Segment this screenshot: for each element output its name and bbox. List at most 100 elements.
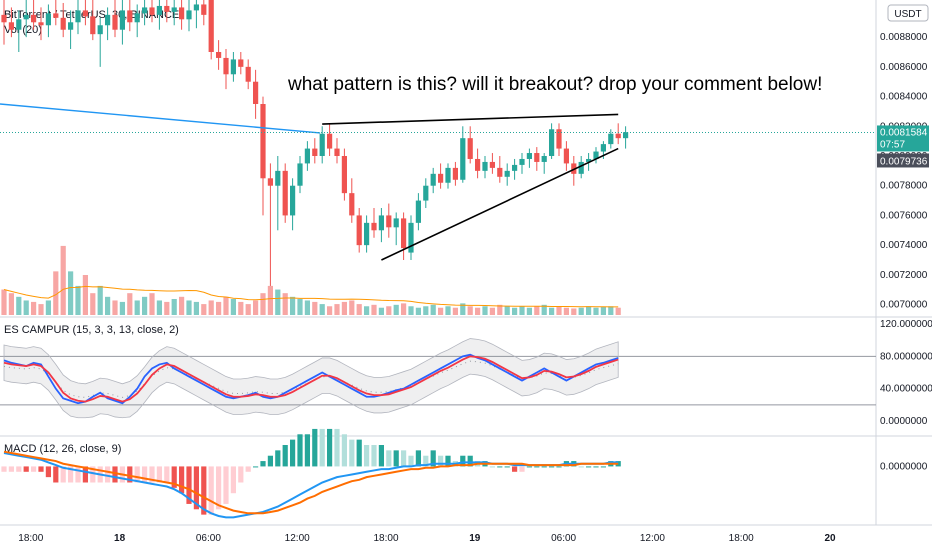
macd-histogram-bar	[378, 445, 384, 467]
price-tick-label: 0.0076000	[880, 210, 928, 221]
candle-body	[97, 25, 103, 35]
volume-bar	[238, 301, 244, 315]
macd-histogram-bar	[327, 428, 333, 467]
time-tick-label: 06:00	[196, 533, 221, 544]
volume-bar	[341, 301, 347, 315]
volume-bar	[156, 300, 162, 315]
candle-body	[45, 13, 51, 26]
candle-body	[260, 104, 266, 179]
price-pane	[0, 0, 876, 305]
macd-histogram-bar	[105, 466, 111, 483]
candle-body	[208, 0, 214, 52]
volume-bar	[149, 293, 155, 315]
candle-body	[164, 5, 170, 12]
volume-bar	[386, 306, 392, 315]
macd-histogram-bar	[53, 466, 59, 483]
wedge-lower-line	[381, 147, 619, 261]
macd-histogram-bar	[208, 466, 214, 515]
macd-histogram-bar	[430, 450, 436, 467]
candle-body	[356, 215, 362, 246]
macd-histogram-bar	[349, 439, 355, 467]
volume-bar	[119, 301, 125, 315]
volume-bar	[608, 306, 614, 315]
volume-bar	[304, 300, 310, 315]
candle-body	[497, 167, 503, 177]
candle-body	[156, 5, 162, 15]
macd-histogram-bar	[156, 466, 162, 483]
macd-histogram-bar	[504, 466, 510, 468]
candle-body	[415, 200, 421, 223]
macd-histogram-bar	[282, 445, 288, 467]
candle-body	[534, 153, 540, 162]
macd-histogram-bar	[1, 466, 7, 472]
macd-histogram-bar	[45, 466, 51, 478]
macd-histogram-bar	[38, 466, 44, 472]
price-axis: 0.00880000.00860000.00840000.00820000.00…	[880, 32, 932, 472]
volume-bar	[230, 299, 236, 315]
candle-body	[238, 59, 244, 67]
candle-body	[105, 14, 111, 26]
candle-body	[519, 158, 525, 165]
macd-histogram-bar	[401, 450, 407, 467]
candle-body	[23, 14, 29, 20]
volume-bar	[186, 300, 192, 315]
macd-histogram-bar	[238, 466, 244, 483]
candle-body	[364, 222, 370, 246]
volume-bar	[245, 304, 251, 315]
candle-body	[349, 193, 355, 216]
volume-bar	[445, 306, 451, 315]
macd-histogram-bar	[386, 450, 392, 467]
volume-bar	[549, 307, 555, 315]
volume-bar	[556, 306, 562, 315]
volume-bar	[430, 304, 436, 315]
volume-bar	[327, 306, 333, 315]
macd-histogram-bar	[438, 455, 444, 467]
candle-body	[319, 133, 325, 156]
macd-pane	[1, 428, 621, 519]
candle-body	[53, 13, 59, 18]
candle-body	[423, 185, 429, 201]
es-campur-label: ES CAMPUR (15, 3, 3, 13, close, 2)	[4, 324, 179, 336]
candle-body	[275, 170, 281, 186]
currency-badge	[887, 4, 929, 22]
candle-body	[386, 215, 392, 228]
volume-bar	[401, 303, 407, 315]
last-price-text: 0.0081584	[880, 127, 928, 138]
candle-body	[179, 7, 185, 20]
gridlines	[0, 0, 932, 526]
candle-body	[371, 222, 377, 231]
volume-bar	[452, 307, 458, 315]
volume-bar	[578, 307, 584, 315]
volume-bar	[460, 303, 466, 315]
volume-bar	[423, 306, 429, 315]
candle-body	[608, 133, 614, 145]
volume-bar	[38, 304, 44, 315]
candle-body	[541, 156, 547, 162]
macd-histogram-bar	[223, 466, 229, 504]
candle-body	[312, 148, 318, 156]
volume-bar	[253, 300, 259, 315]
volume-bar	[364, 306, 370, 315]
price-tick-label: 0.0088000	[880, 32, 928, 43]
macd-histogram-bar	[179, 466, 185, 494]
time-tick-label: 18	[114, 533, 126, 544]
candle-body	[401, 218, 407, 249]
volume-bar	[526, 307, 532, 315]
volume-bar	[68, 271, 74, 315]
volume-bar	[290, 296, 296, 315]
macd-histogram-bar	[60, 466, 66, 483]
volume-bar	[171, 299, 177, 315]
volume-bar	[356, 304, 362, 315]
macd-histogram-bar	[356, 439, 362, 467]
macd-histogram-bar	[408, 455, 414, 467]
candle-body	[112, 14, 118, 30]
macd-histogram-bar	[415, 450, 421, 467]
candle-body	[127, 10, 133, 23]
macd-histogram-bar	[341, 434, 347, 467]
volume-bar	[23, 300, 29, 315]
macd-histogram-bar	[186, 466, 192, 504]
volume-bar	[482, 306, 488, 315]
candle-body	[186, 10, 192, 20]
candle-body	[586, 158, 592, 162]
